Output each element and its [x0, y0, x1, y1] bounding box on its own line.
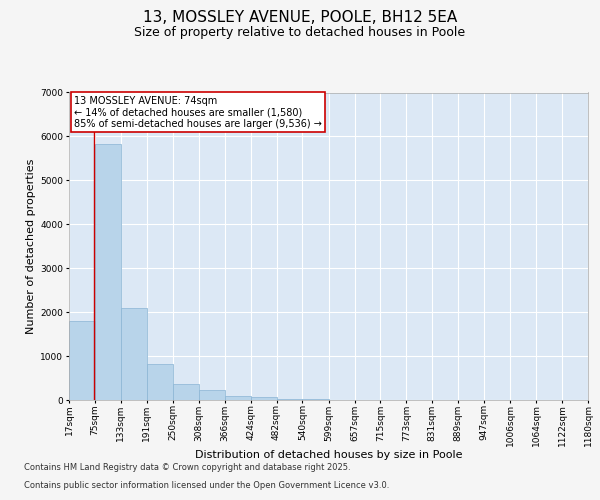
Bar: [302, 399, 329, 400]
Bar: [121, 308, 146, 400]
Text: Contains public sector information licensed under the Open Government Licence v3: Contains public sector information licen…: [24, 480, 389, 490]
Text: 13, MOSSLEY AVENUE, POOLE, BH12 5EA: 13, MOSSLEY AVENUE, POOLE, BH12 5EA: [143, 10, 457, 25]
X-axis label: Distribution of detached houses by size in Poole: Distribution of detached houses by size …: [195, 450, 462, 460]
Y-axis label: Number of detached properties: Number of detached properties: [26, 158, 36, 334]
Bar: [251, 397, 277, 400]
Bar: [199, 390, 225, 400]
Bar: [95, 144, 121, 400]
Text: Size of property relative to detached houses in Poole: Size of property relative to detached ho…: [134, 26, 466, 39]
Text: 13 MOSSLEY AVENUE: 74sqm
← 14% of detached houses are smaller (1,580)
85% of sem: 13 MOSSLEY AVENUE: 74sqm ← 14% of detach…: [74, 96, 322, 129]
Bar: [146, 364, 173, 400]
Bar: [69, 321, 95, 400]
Bar: [173, 384, 199, 400]
Text: Contains HM Land Registry data © Crown copyright and database right 2025.: Contains HM Land Registry data © Crown c…: [24, 463, 350, 472]
Bar: [225, 396, 251, 400]
Bar: [277, 399, 302, 400]
